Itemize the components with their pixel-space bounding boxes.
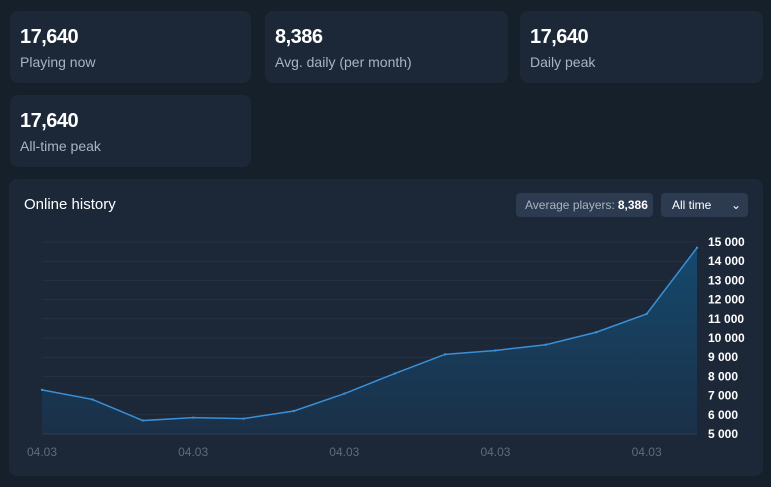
x-tick-label: 04.03: [632, 445, 662, 459]
chevron-down-icon: ⌄: [730, 198, 741, 212]
data-point: [695, 246, 699, 249]
time-range-value: All time: [672, 198, 712, 212]
y-tick-label: 6 000: [708, 408, 738, 422]
data-point: [544, 343, 548, 346]
data-point: [595, 331, 598, 334]
series-area: [42, 247, 697, 434]
online-history-panel: 15 000 14 000 13 000 12 000 11 000 10 000 9 00…: [9, 179, 763, 476]
stat-card-daily-peak: 17,640 Daily peak: [520, 11, 763, 83]
x-tick-label: 04.03: [480, 445, 510, 459]
stat-card-avg-daily: 8,386 Avg. daily (per month): [265, 11, 508, 83]
history-title: Online history: [24, 196, 116, 213]
stat-value: 17,640: [20, 26, 79, 48]
y-tick-label: 11 000: [708, 312, 744, 326]
y-tick-label: 9 000: [708, 350, 738, 364]
data-point: [242, 417, 245, 420]
stat-label: Playing now: [20, 54, 96, 70]
y-tick-label: 10 000: [708, 331, 745, 345]
online-history-chart: 15 000 14 000 13 000 12 000 11 000 10 000 9 00…: [27, 235, 745, 459]
stat-value: 8,386: [275, 26, 323, 48]
y-tick-label: 5 000: [708, 427, 738, 441]
average-players-badge: Average players: 8,386: [516, 193, 653, 217]
y-tick-label: 15 000: [708, 235, 745, 249]
data-point: [91, 398, 94, 401]
stat-label: All-time peak: [20, 138, 101, 154]
y-tick-label: 8 000: [708, 369, 738, 383]
data-point: [645, 312, 648, 316]
time-range-select[interactable]: All time ⌄: [661, 193, 748, 217]
x-tick-label: 04.03: [178, 445, 208, 459]
stat-label: Avg. daily (per month): [275, 54, 412, 70]
data-point: [343, 392, 346, 395]
y-tick-label: 12 000: [708, 293, 745, 307]
average-players-label: Average players:: [525, 198, 615, 212]
stat-value: 17,640: [20, 110, 79, 132]
y-tick-label: 13 000: [708, 273, 745, 287]
x-tick-label: 04.03: [27, 445, 57, 459]
series-line: [41, 247, 698, 422]
data-point: [141, 419, 144, 422]
data-point: [494, 349, 497, 352]
stat-card-playing-now: 17,640 Playing now: [10, 11, 251, 83]
stat-card-all-time-peak: 17,640 All-time peak: [10, 95, 251, 167]
y-tick-label: 7 000: [708, 389, 738, 403]
stat-label: Daily peak: [530, 54, 596, 70]
data-point: [393, 372, 396, 375]
data-point: [443, 353, 447, 356]
data-point: [292, 409, 296, 413]
x-tick-label: 04.03: [329, 445, 359, 459]
data-point: [191, 416, 195, 419]
stat-value: 17,640: [530, 26, 589, 48]
data-point: [40, 388, 44, 392]
y-tick-label: 14 000: [708, 254, 745, 268]
average-players-value: 8,386: [617, 198, 648, 212]
